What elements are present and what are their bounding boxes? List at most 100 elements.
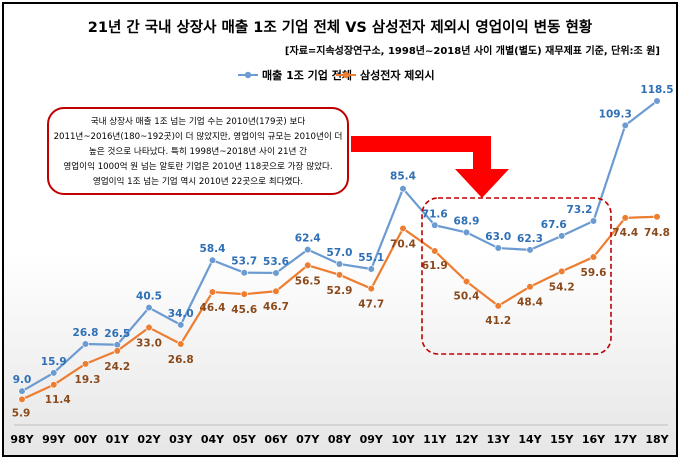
data-label: 41.2 [485, 315, 511, 327]
data-label: 62.4 [295, 233, 321, 245]
data-point [399, 185, 407, 193]
data-point [462, 228, 471, 237]
data-label: 24.2 [104, 361, 130, 373]
data-label: 26.5 [104, 328, 130, 340]
x-tick-label: 15Y [550, 433, 574, 446]
data-point [494, 302, 502, 310]
callout-text-line: 영업이익 1000억 원 넘는 알토란 기업은 2010년 118곳으로 가장 … [63, 160, 332, 172]
legend-swatch-marker [342, 71, 350, 79]
data-point [304, 261, 312, 269]
data-label: 47.7 [358, 299, 384, 311]
callout-text-line: 국내 상장사 매출 1조 넘는 기업 수는 2010년(179곳) 보다 [91, 116, 306, 127]
callout-text-line: 영업이익 1조 넘는 기업 역시 2010년 22곳으로 최다였다. [93, 175, 303, 187]
data-label: 70.4 [390, 238, 416, 250]
data-point [621, 214, 629, 222]
data-point [272, 287, 280, 295]
data-point [240, 269, 248, 277]
data-label: 50.4 [454, 290, 480, 302]
data-label: 73.2 [567, 204, 593, 216]
data-label: 46.4 [200, 302, 226, 314]
data-point [18, 387, 26, 395]
series-total: 9.0 15.9 26.8 26.5 40.5 34.0 58.4 53.7 53.6 62.4 5… [13, 84, 674, 395]
x-tick-label: 03Y [169, 433, 193, 446]
data-point [81, 360, 90, 368]
callout-text-line: 높은 것으로 나타났다. 특히 1998년~2018년 사이 21년 간 [89, 146, 307, 157]
data-point [653, 213, 661, 221]
data-point [208, 256, 217, 264]
data-point [431, 221, 439, 229]
x-tick-label: 02Y [137, 433, 161, 446]
x-tick-label: 12Y [455, 433, 479, 446]
x-tick-label: 07Y [296, 433, 320, 446]
data-point [462, 277, 471, 286]
data-point [526, 283, 534, 291]
data-label: 56.5 [295, 275, 321, 287]
data-label: 59.6 [581, 267, 607, 279]
data-point [145, 323, 153, 332]
x-tick-label: 06Y [264, 433, 288, 446]
data-label: 63.0 [485, 231, 511, 243]
data-point [240, 290, 248, 298]
callout-text-line: 2011년~2016년(180~192곳)이 더 많았지만, 영업이익 규모는 … [54, 130, 343, 142]
data-label: 62.3 [517, 233, 543, 245]
x-tick-label: 10Y [391, 433, 415, 446]
data-point [208, 288, 217, 296]
data-point [177, 340, 185, 348]
data-point [113, 341, 121, 349]
data-point [145, 304, 153, 312]
x-tick-label: 05Y [233, 433, 257, 446]
x-tick-label: 04Y [201, 433, 225, 446]
data-point [81, 340, 90, 348]
data-label: 46.7 [263, 301, 289, 313]
callout-box [47, 107, 349, 195]
data-label: 57.0 [327, 247, 353, 259]
x-tick-label: 14Y [518, 433, 542, 446]
data-point [653, 97, 661, 105]
data-point [589, 217, 598, 225]
data-point [50, 369, 58, 377]
chart-title: 21년 간 국내 상장사 매출 1조 기업 전체 VS 삼성전자 제외시 영업이… [88, 18, 593, 36]
data-point [621, 121, 629, 129]
x-tick-label: 17Y [614, 433, 638, 446]
legend: 매출 1조 기업 전체 삼성전자 제외시 [238, 68, 435, 82]
data-label: 9.0 [13, 374, 32, 386]
x-tick-label: 01Y [106, 433, 130, 446]
data-label: 26.8 [73, 327, 99, 339]
data-point [558, 267, 566, 275]
data-label: 61.9 [422, 260, 448, 272]
callout-arrow [351, 136, 509, 198]
data-label: 53.7 [231, 256, 257, 268]
x-tick-label: 99Y [42, 433, 66, 446]
series-layer: 9.015.926.8 26.540.534.058.453.7 53.662.45… [12, 84, 674, 419]
data-point [589, 253, 598, 261]
data-point [335, 271, 344, 279]
data-label: 33.0 [136, 338, 162, 350]
highlight-region [421, 197, 612, 355]
x-tick-label: 98Y [10, 433, 34, 446]
data-label: 45.6 [231, 304, 257, 316]
data-point [18, 395, 26, 403]
legend-item: 삼성전자 제외시 [336, 68, 435, 82]
chart-subtitle: [자료=지속성장연구소, 1998년~2018년 사이 개별(별도) 재무제표 … [285, 44, 660, 57]
data-label: 109.3 [599, 108, 632, 120]
data-label: 34.0 [168, 308, 194, 320]
x-tick-label: 16Y [582, 433, 606, 446]
data-point [177, 321, 185, 329]
data-point [304, 246, 312, 254]
data-label: 85.4 [390, 171, 416, 183]
x-tick-label: 11Y [423, 433, 447, 446]
x-tick-label: 13Y [487, 433, 511, 446]
data-point [367, 265, 375, 273]
data-label: 67.6 [541, 219, 567, 231]
data-label: 40.5 [136, 291, 162, 303]
data-label: 11.4 [45, 394, 71, 406]
series-excluding-samsung: 5.9 11.4 19.324.2 33.0 26.8 46.4 45.6 46.7 56.5 5… [12, 213, 670, 419]
chart-background [2, 2, 678, 457]
legend-item: 매출 1조 기업 전체 [238, 68, 352, 82]
x-tick-label: 08Y [328, 433, 352, 446]
data-point [50, 381, 58, 389]
data-label: 55.1 [358, 252, 384, 264]
x-axis: 98Y 99Y 00Y 01Y 02Y 03Y 04Y 05Y 06Y 07Y 08Y 09Y 10Y 1… [10, 424, 670, 446]
